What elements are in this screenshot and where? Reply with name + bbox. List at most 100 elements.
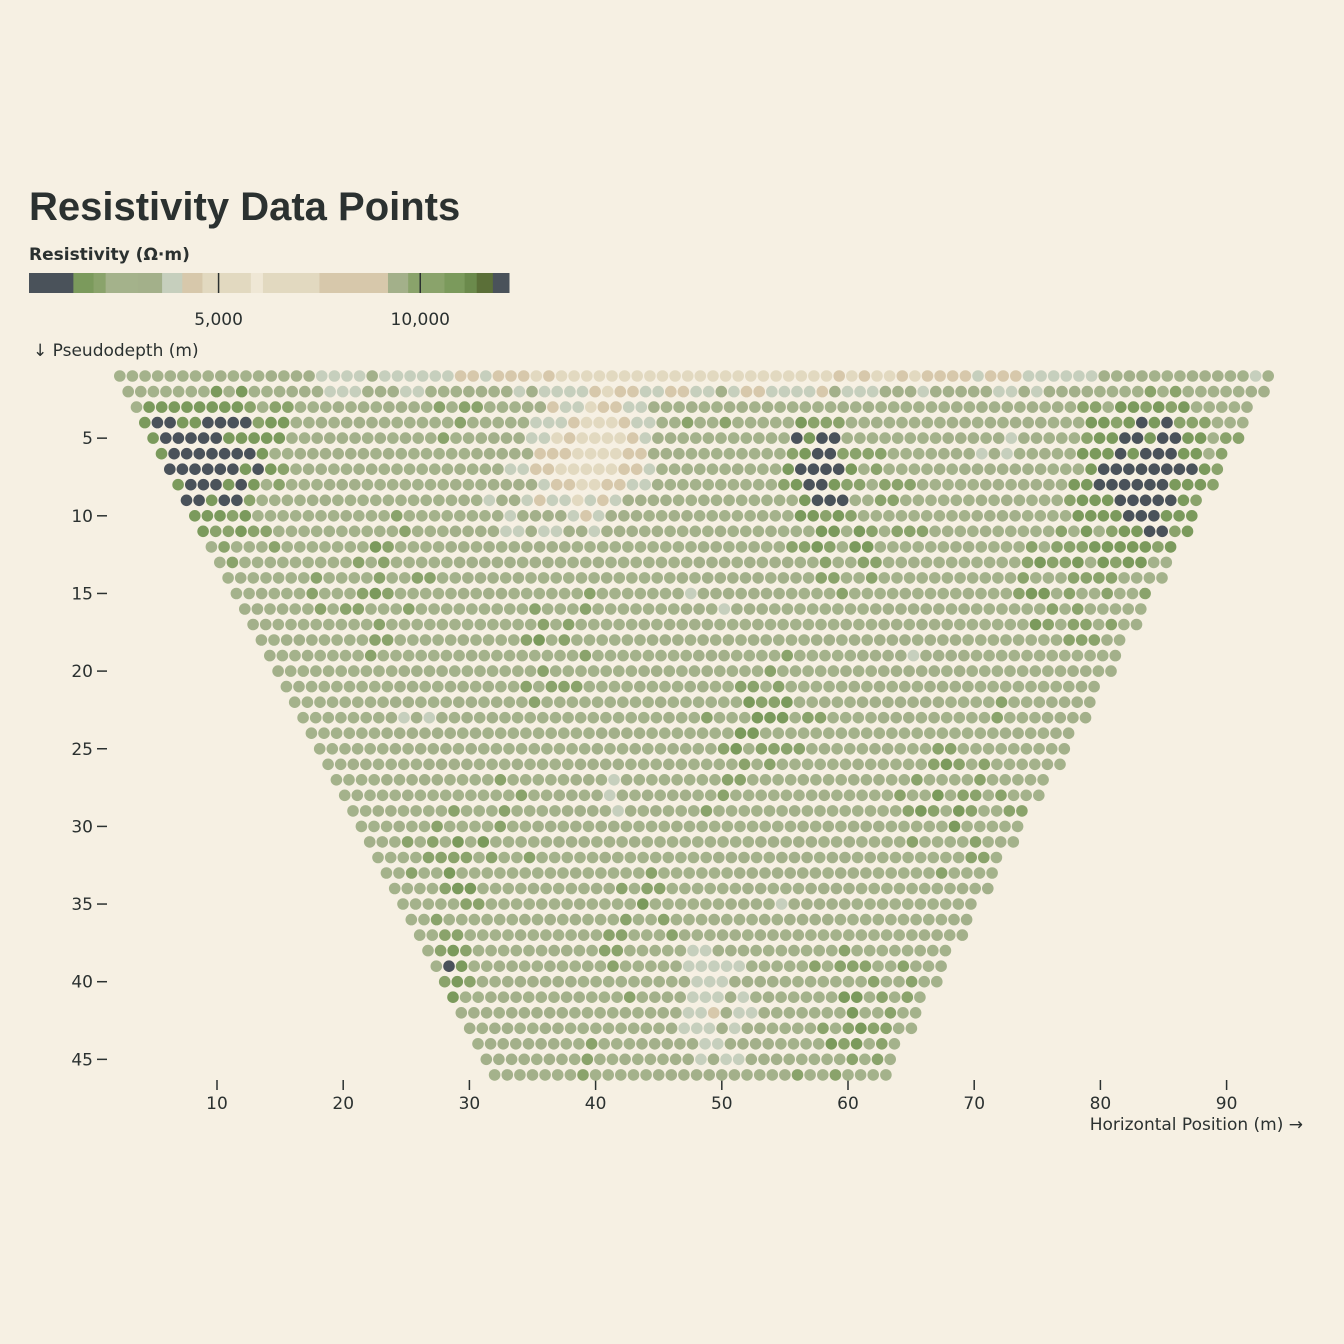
data-point [1034,510,1047,522]
data-point [701,618,714,631]
data-point [650,758,662,771]
data-point [718,696,730,708]
data-point [589,432,601,444]
data-point [826,944,838,957]
data-point [1017,525,1030,538]
data-point [1024,774,1037,786]
data-point [315,463,328,476]
data-point [629,696,642,708]
data-point [525,525,537,538]
data-point [698,447,710,460]
data-point [796,1053,808,1066]
data-point [491,510,504,522]
data-point [853,478,866,491]
data-point [671,774,683,786]
data-point [583,774,595,786]
data-point [368,774,381,786]
data-point [653,1022,665,1035]
data-point [970,649,983,662]
data-point [988,494,1000,507]
data-point [863,1038,875,1050]
data-point [461,618,474,631]
data-point [607,913,620,926]
data-point [406,680,419,693]
data-point [345,401,357,413]
data-point [426,882,439,895]
data-point [637,805,650,817]
data-point [437,432,450,444]
data-point [961,774,974,786]
data-point [444,634,457,646]
data-point [172,385,185,398]
data-point [768,649,781,662]
data-point [505,370,517,382]
data-point [385,711,398,724]
data-point [464,975,476,988]
data-point [695,1007,707,1019]
data-point [602,1022,615,1035]
data-point [394,680,406,693]
data-point [823,727,835,739]
data-point [628,929,640,941]
data-point [1131,525,1143,538]
data-point [923,820,936,833]
data-point [415,696,427,708]
data-point [281,541,294,553]
data-point [875,447,887,460]
data-point [284,665,297,677]
data-point [754,882,767,895]
data-point [1000,587,1013,600]
data-point [732,370,744,382]
data-point [906,882,918,895]
data-point [689,478,702,491]
data-point [573,898,586,910]
data-point [705,603,718,615]
data-point [1195,385,1207,398]
data-point [1186,463,1198,476]
data-point [1105,665,1117,677]
data-point [480,1007,493,1019]
data-point [653,929,666,941]
data-point [631,370,643,382]
data-point [1122,556,1135,569]
data-point [1021,649,1033,662]
data-point [500,478,513,491]
data-point [586,851,599,864]
data-point [462,478,475,491]
data-point [920,510,933,522]
data-point [314,556,327,569]
data-point [971,463,984,476]
data-point [723,541,735,553]
data-point [429,463,441,476]
data-point [812,401,824,413]
data-point [1050,680,1062,693]
data-point [506,1007,518,1019]
data-point [992,572,1004,584]
chart-title: Resistivity Data Points [29,185,460,229]
data-point [1216,401,1228,413]
data-point [450,432,462,444]
data-point [967,478,979,491]
data-point [1130,618,1143,631]
data-point [660,541,672,553]
data-point [497,944,510,957]
data-point [779,1069,791,1081]
data-point [735,541,748,553]
data-point [961,867,973,879]
data-point [830,836,843,848]
data-point [510,898,523,910]
data-point [550,618,562,631]
data-point [974,680,987,693]
data-point [828,478,841,491]
data-point [978,758,991,771]
data-point [778,478,790,491]
data-point [642,743,654,755]
data-point [876,991,888,1003]
data-point [531,1007,543,1019]
data-point [604,649,617,662]
data-point [815,572,827,584]
data-point [389,789,402,802]
data-point [1051,494,1063,507]
data-point [482,727,494,739]
data-point [1025,541,1038,553]
